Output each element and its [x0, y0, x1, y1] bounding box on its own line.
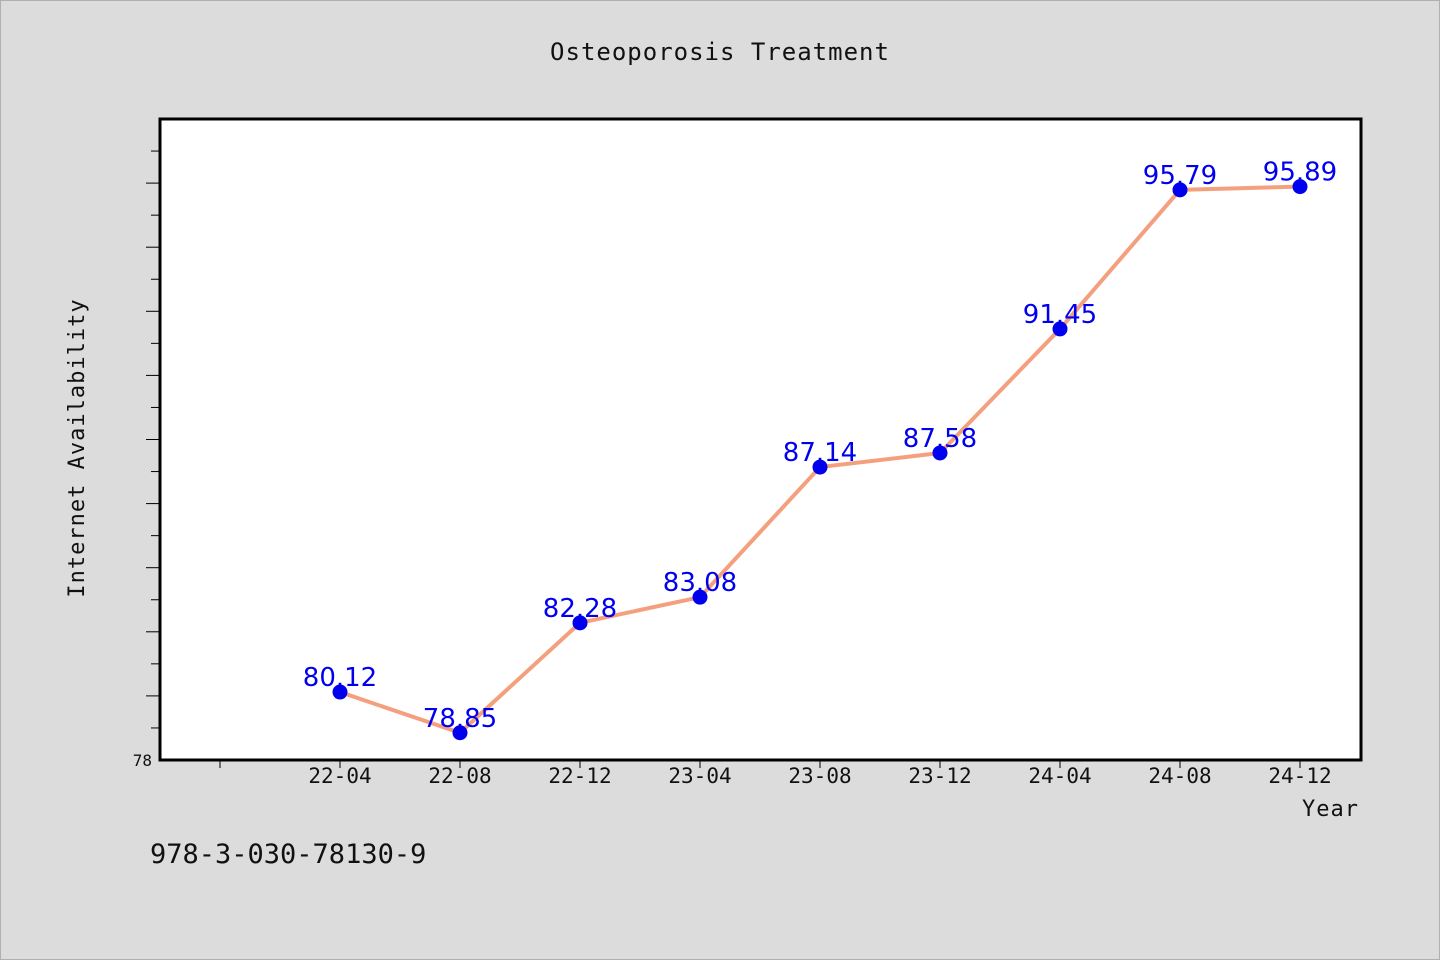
- data-label: 82.28: [543, 594, 617, 624]
- x-tick-label: 24-04: [1028, 764, 1091, 788]
- x-tick-label: 23-08: [788, 764, 851, 788]
- data-point: [452, 725, 468, 741]
- data-label: 95.89: [1263, 158, 1337, 188]
- data-point: [572, 615, 588, 631]
- data-label: 80.12: [303, 663, 377, 693]
- data-point: [812, 459, 828, 475]
- series-layer: 80.12 78.85 82.28 83.08 87.14 87.58 91.45 95.79…: [303, 158, 1337, 741]
- data-point: [1292, 179, 1308, 195]
- data-point: [1172, 182, 1188, 198]
- x-tick-label: 22-08: [428, 764, 491, 788]
- x-tick-label: 24-12: [1268, 764, 1331, 788]
- data-label: 78.85: [423, 704, 497, 734]
- x-axis-ticks: 22-04 22-08 22-12 23-04 23-08 23-12 24-04 24-08…: [219, 760, 1332, 788]
- y-axis-title: Internet Availability: [65, 298, 90, 597]
- chart-title: Osteoporosis Treatment: [550, 38, 890, 66]
- y-axis-min-label: 78: [133, 751, 152, 770]
- x-tick-label: 24-08: [1148, 764, 1211, 788]
- data-point: [332, 684, 348, 700]
- y-axis-ticks: [146, 150, 160, 729]
- data-label: 87.58: [903, 424, 977, 454]
- data-point: [932, 445, 948, 461]
- data-label: 87.14: [783, 438, 857, 468]
- data-label: 95.79: [1143, 161, 1217, 191]
- x-tick-label: 23-12: [908, 764, 971, 788]
- x-axis-title: Year: [1302, 797, 1359, 822]
- data-point: [692, 589, 708, 605]
- plot-area: [158, 117, 1363, 762]
- x-tick-label: 22-12: [548, 764, 611, 788]
- footnote-isbn: 978-3-030-78130-9: [150, 839, 426, 870]
- x-tick-label: 22-04: [308, 764, 371, 788]
- data-label: 91.45: [1023, 300, 1097, 330]
- x-tick-label: 23-04: [668, 764, 731, 788]
- data-label: 83.08: [663, 568, 737, 598]
- data-point: [1052, 321, 1068, 337]
